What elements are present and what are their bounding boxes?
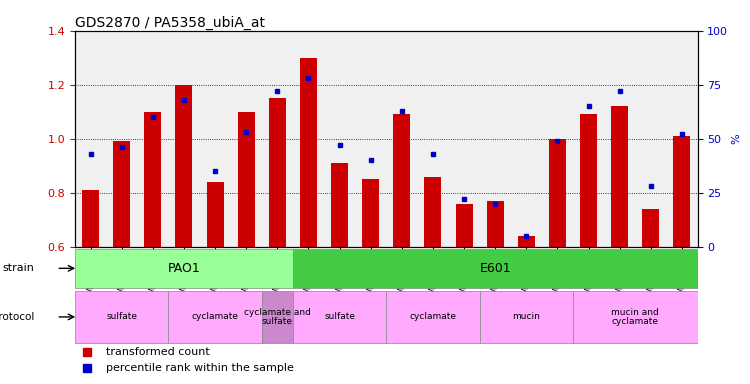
Bar (75, 249, 292, 288)
Bar (292, 249, 698, 288)
Text: PAO1: PAO1 (167, 262, 200, 275)
Text: percentile rank within the sample: percentile rank within the sample (106, 363, 294, 373)
Bar (518, 236, 535, 247)
Bar (113, 141, 130, 247)
Text: E601: E601 (479, 262, 511, 275)
Bar (75, 291, 168, 343)
Bar (176, 85, 193, 247)
Text: strain: strain (3, 263, 34, 273)
Y-axis label: %: % (731, 133, 741, 144)
Text: cyclamate and
sulfate: cyclamate and sulfate (244, 308, 310, 326)
Text: cyclamate: cyclamate (191, 313, 238, 321)
Bar (487, 201, 504, 247)
Text: GDS2870 / PA5358_ubiA_at: GDS2870 / PA5358_ubiA_at (75, 16, 265, 30)
Bar (206, 182, 224, 247)
Bar (144, 112, 161, 247)
Bar (573, 291, 698, 343)
Bar (393, 114, 410, 247)
Bar (549, 139, 566, 247)
Text: transformed count: transformed count (106, 347, 210, 357)
Bar (362, 179, 380, 247)
Text: cyclamate: cyclamate (410, 313, 457, 321)
Bar (455, 204, 472, 247)
Text: sulfate: sulfate (106, 313, 137, 321)
Bar (168, 291, 262, 343)
Text: growth protocol: growth protocol (0, 312, 34, 322)
Bar (82, 190, 99, 247)
Bar (386, 291, 480, 343)
Text: mucin: mucin (512, 313, 540, 321)
Bar (331, 163, 348, 247)
Bar (300, 58, 317, 247)
Bar (642, 209, 659, 247)
Bar (292, 291, 386, 343)
Bar (674, 136, 691, 247)
Bar (238, 112, 255, 247)
Bar (262, 291, 292, 343)
Bar (580, 114, 597, 247)
Text: sulfate: sulfate (324, 313, 355, 321)
Bar (611, 106, 628, 247)
Bar (480, 291, 573, 343)
Bar (268, 98, 286, 247)
Text: mucin and
cyclamate: mucin and cyclamate (611, 308, 659, 326)
Bar (424, 177, 442, 247)
